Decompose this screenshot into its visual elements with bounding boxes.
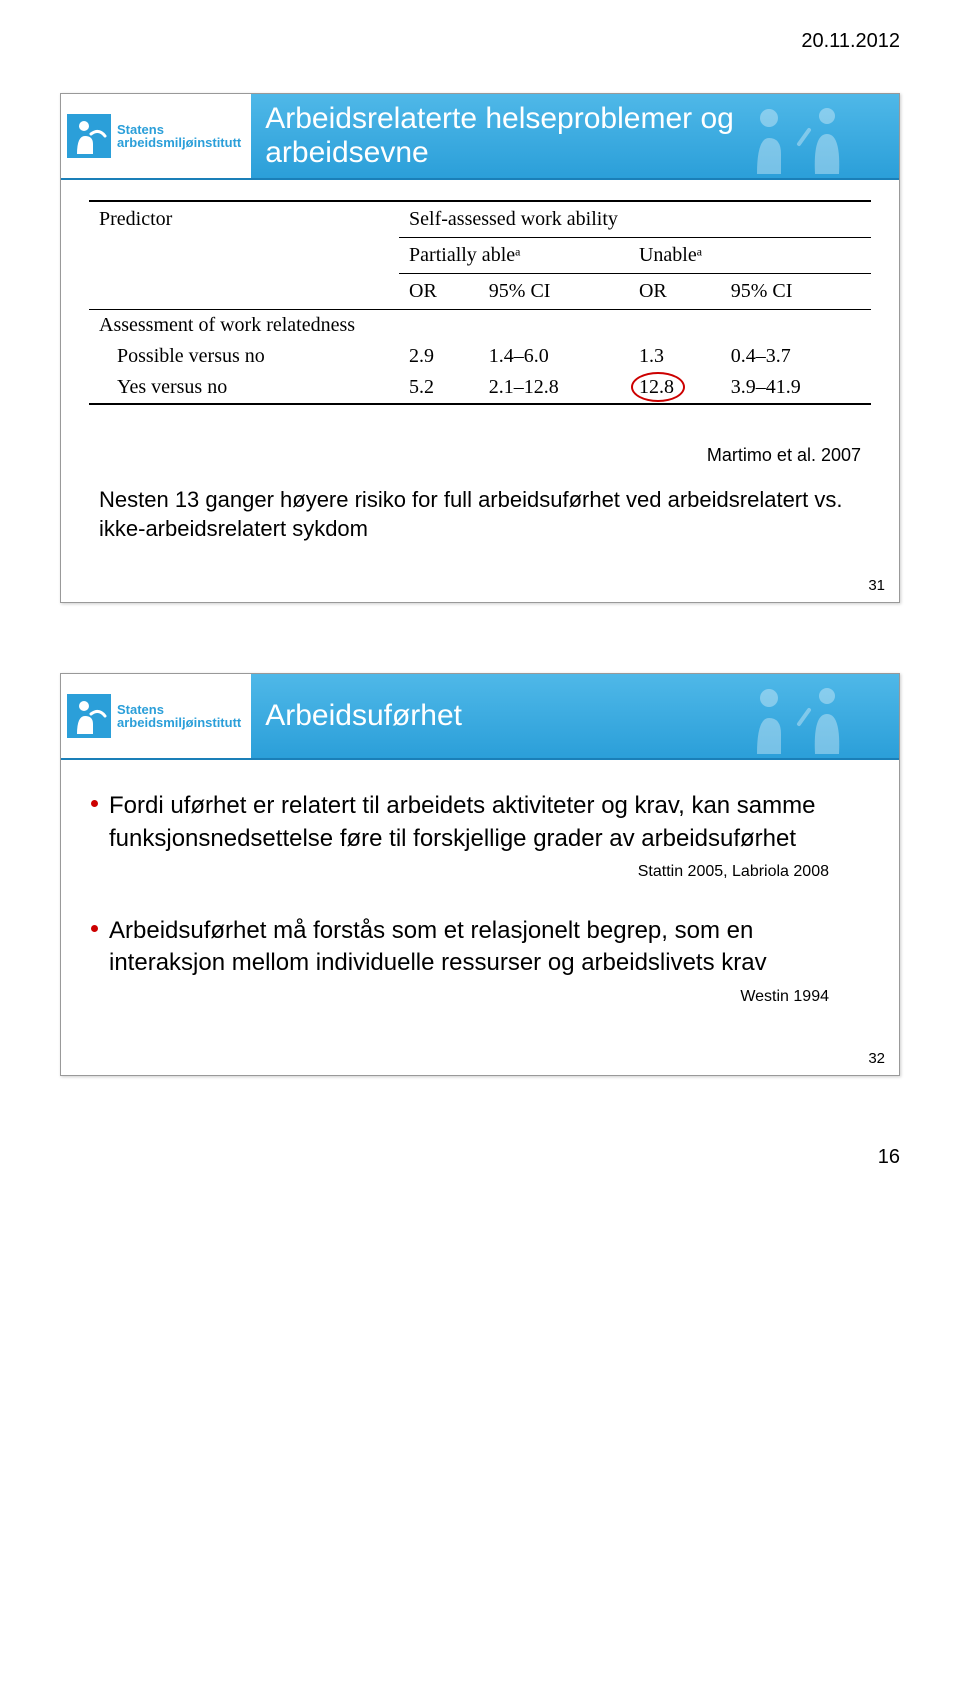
header-silhouette-icon	[739, 100, 869, 174]
slide-number: 31	[61, 577, 899, 602]
cell-ci2: 0.4–3.7	[721, 341, 871, 372]
logo-text-line2: arbeidsmiljøinstitutt	[117, 716, 241, 729]
circled-value: 12.8	[639, 376, 674, 399]
slide-body: Predictor Self-assessed work ability Par…	[61, 180, 899, 577]
table-row: Yes versus no 5.2 2.1–12.8 12.8 3.9–41.9	[89, 372, 871, 404]
subcol-or2: OR	[629, 274, 721, 310]
row-label: Yes versus no	[89, 372, 399, 404]
slide-2: Statens arbeidsmiljøinstitutt Arbeidsufø…	[60, 673, 900, 1076]
logo-icon	[67, 114, 111, 158]
slide-header: Statens arbeidsmiljøinstitutt Arbeidsrel…	[61, 94, 899, 180]
header-silhouette-icon	[739, 680, 869, 754]
bullet-citation: Westin 1994	[91, 988, 869, 1006]
slide-number: 32	[61, 1050, 899, 1075]
slide-body: Fordi uførhet er relatert til arbeidets …	[61, 760, 899, 1050]
logo-text-line2: arbeidsmiljøinstitutt	[117, 136, 241, 149]
subcol-or1: OR	[399, 274, 479, 310]
cell-ci1: 1.4–6.0	[479, 341, 629, 372]
data-table: Predictor Self-assessed work ability Par…	[89, 200, 871, 405]
cell-or1: 5.2	[399, 372, 479, 404]
citation: Martimo et al. 2007	[89, 445, 861, 466]
page-date: 20.11.2012	[60, 30, 900, 53]
bullet-item: Fordi uførhet er relatert til arbeidets …	[91, 790, 869, 855]
logo: Statens arbeidsmiljøinstitutt	[61, 94, 251, 178]
subcol-ci2: 95% CI	[721, 274, 871, 310]
slide-1: Statens arbeidsmiljøinstitutt Arbeidsrel…	[60, 93, 900, 603]
cell-ci1: 2.1–12.8	[479, 372, 629, 404]
note-text: Nesten 13 ganger høyere risiko for full …	[99, 486, 861, 543]
page-number: 16	[60, 1146, 900, 1169]
logo-icon	[67, 694, 111, 738]
cell-or2: 12.8	[629, 372, 721, 404]
bullet-item: Arbeidsuførhet må forstås som et relasjo…	[91, 915, 869, 980]
bullet-citation: Stattin 2005, Labriola 2008	[91, 863, 869, 881]
cell-ci2: 3.9–41.9	[721, 372, 871, 404]
table-row: Possible versus no 2.9 1.4–6.0 1.3 0.4–3…	[89, 341, 871, 372]
slide-header: Statens arbeidsmiljøinstitutt Arbeidsufø…	[61, 674, 899, 760]
colgroup-partial: Partially ableᵃ	[399, 238, 629, 274]
section-label: Assessment of work relatedness	[89, 310, 871, 342]
row-label: Possible versus no	[89, 341, 399, 372]
cell-or2: 1.3	[629, 341, 721, 372]
col-ability: Self-assessed work ability	[399, 201, 871, 238]
subcol-ci1: 95% CI	[479, 274, 629, 310]
cell-or1: 2.9	[399, 341, 479, 372]
colgroup-unable: Unableᵃ	[629, 238, 871, 274]
col-predictor: Predictor	[89, 201, 399, 310]
logo: Statens arbeidsmiljøinstitutt	[61, 674, 251, 758]
